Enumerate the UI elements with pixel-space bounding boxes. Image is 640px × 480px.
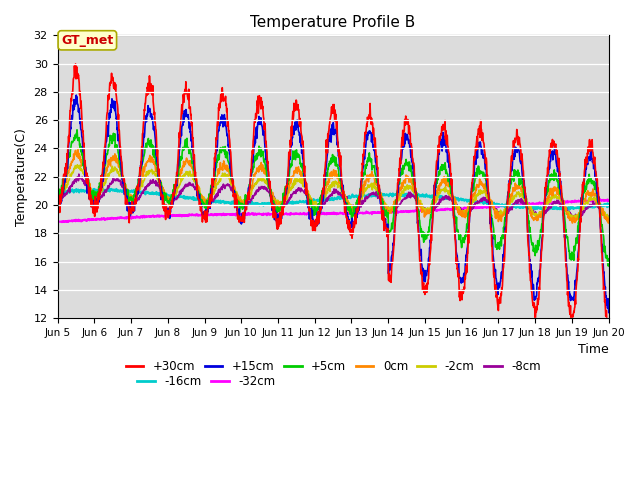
-32cm [368,210,376,216]
+30cm [72,61,79,67]
+5cm [73,127,81,132]
+15cm [54,197,61,203]
Text: GT_met: GT_met [61,34,113,47]
+30cm [300,143,307,148]
Line: +15cm: +15cm [58,95,609,312]
-32cm [97,216,104,222]
0cm [300,174,307,180]
+5cm [54,193,61,199]
-16cm [54,189,61,194]
0cm [368,173,376,179]
-16cm [368,193,376,199]
0cm [309,203,317,208]
-16cm [605,203,612,209]
0cm [54,192,61,198]
-32cm [309,211,317,216]
+5cm [288,163,296,168]
-16cm [97,189,104,194]
+30cm [368,115,376,121]
+15cm [368,139,376,145]
+30cm [605,316,612,322]
+5cm [300,169,307,175]
-32cm [119,215,127,221]
-2cm [300,183,307,189]
-8cm [54,191,61,197]
Line: +5cm: +5cm [58,130,609,266]
+15cm [288,143,296,148]
Line: -32cm: -32cm [58,199,609,222]
Line: -2cm: -2cm [58,165,609,219]
+15cm [72,92,80,98]
0cm [604,220,612,226]
0cm [97,183,104,189]
+30cm [288,133,296,139]
Line: +30cm: +30cm [58,64,609,330]
-8cm [119,182,127,188]
-32cm [300,211,307,216]
-16cm [288,200,296,205]
-2cm [288,184,296,190]
0cm [119,175,127,181]
+30cm [54,207,61,213]
Y-axis label: Temperature(C): Temperature(C) [15,128,28,226]
-32cm [288,211,296,217]
-2cm [119,175,127,181]
-8cm [605,215,612,220]
-2cm [603,216,611,222]
-2cm [309,199,317,205]
-8cm [75,171,83,177]
+5cm [97,185,104,191]
-8cm [97,195,104,201]
+5cm [605,259,612,265]
+30cm [309,217,317,223]
+15cm [119,180,127,186]
Line: -8cm: -8cm [58,174,609,219]
+30cm [119,175,127,181]
+5cm [309,212,317,218]
Title: Temperature Profile B: Temperature Profile B [250,15,416,30]
-16cm [309,197,317,203]
Line: -16cm: -16cm [58,189,609,210]
-16cm [119,188,127,194]
-32cm [605,198,612,204]
0cm [74,145,81,151]
+15cm [605,310,612,315]
0cm [288,174,296,180]
+15cm [97,183,104,189]
-2cm [54,190,61,195]
-32cm [58,219,66,225]
+5cm [368,156,376,162]
-2cm [368,180,376,186]
+5cm [604,263,612,269]
-16cm [566,207,573,213]
+15cm [300,154,307,159]
+30cm [97,185,104,191]
-2cm [97,188,104,193]
-16cm [98,186,106,192]
-32cm [54,218,61,224]
-8cm [570,216,577,222]
0cm [605,219,612,225]
Line: 0cm: 0cm [58,148,609,223]
-2cm [74,162,81,168]
-8cm [368,192,376,197]
-2cm [605,216,612,222]
+15cm [309,216,317,222]
-8cm [300,188,307,194]
X-axis label: Time: Time [578,343,609,356]
-16cm [300,198,307,204]
+30cm [604,327,611,333]
-32cm [596,196,604,202]
Legend: -16cm, -32cm: -16cm, -32cm [132,371,280,393]
+5cm [119,173,127,179]
-8cm [288,193,296,199]
-8cm [309,199,317,205]
